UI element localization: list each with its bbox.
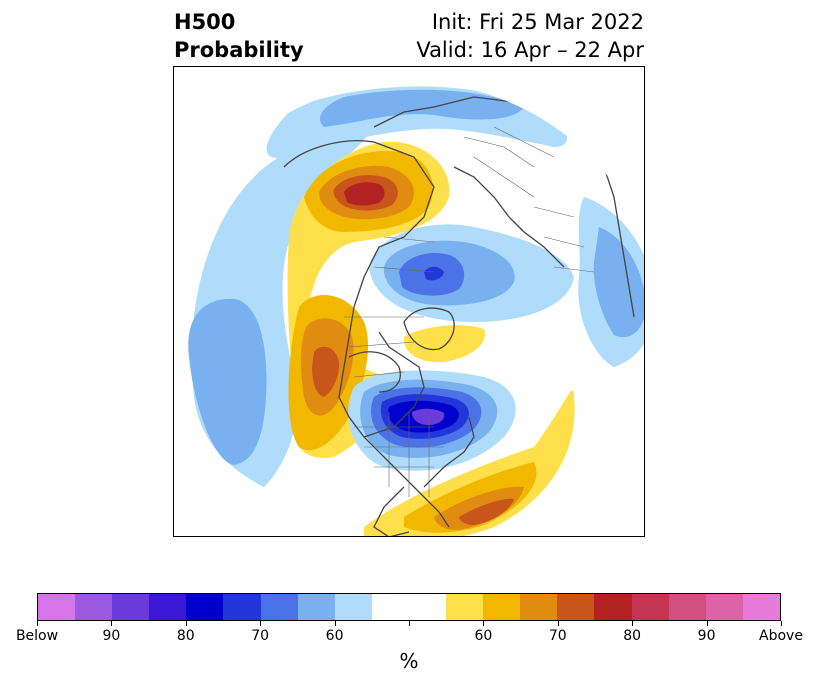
colorbar-tick-label: 80 — [176, 628, 195, 644]
colorbar-tick-label: 80 — [623, 628, 642, 644]
map-title: H500 Probability — [174, 8, 304, 64]
colorbar — [37, 593, 781, 621]
colorbar-tick-label: 60 — [325, 628, 344, 644]
colorbar-tick-label: 90 — [102, 628, 121, 644]
colorbar-tick-label: Below — [15, 628, 59, 644]
colorbar-tick-label: Above — [759, 628, 803, 644]
colorbar-segment — [297, 594, 335, 620]
colorbar-segment — [149, 594, 187, 620]
colorbar-tick-mark — [37, 621, 38, 626]
colorbar-tick-mark — [632, 621, 634, 626]
colorbar-tick-label: 70 — [251, 628, 270, 644]
colorbar-tick-mark — [260, 621, 262, 626]
colorbar-segment — [371, 594, 409, 620]
colorbar-segment — [408, 594, 447, 620]
borders-canada — [344, 236, 435, 378]
borders-eurasia — [463, 126, 595, 273]
anomaly-ridge-atlantic — [364, 390, 575, 536]
colorbar-tick-mark — [706, 621, 708, 626]
colorbar-segment — [260, 594, 298, 620]
colorbar-center-tick — [409, 621, 410, 626]
coastline-north-america — [283, 140, 450, 528]
colorbar-tick-label: 60 — [474, 628, 493, 644]
map-dates: Init: Fri 25 Mar 2022 Valid: 16 Apr – 22… — [416, 8, 644, 64]
colorbar-segment — [186, 594, 224, 620]
colorbar-tick-mark — [483, 621, 485, 626]
anomaly-trough-purple — [412, 408, 445, 425]
anomaly-blue-west-mid — [188, 298, 267, 465]
coastline-mexico — [373, 486, 410, 536]
probability-map — [173, 66, 645, 537]
anomaly-ridge-hudson — [403, 325, 485, 363]
colorbar-segment — [742, 594, 780, 620]
anomaly-ridge-atlantic-rust — [459, 498, 514, 525]
colorbar-segment — [631, 594, 669, 620]
colorbar-unit-label: % — [399, 649, 419, 673]
colorbar-tick-mark — [334, 621, 336, 626]
colorbar-tick-mark — [185, 621, 187, 626]
colorbar-segment — [223, 594, 261, 620]
colorbar-tick-mark — [557, 621, 559, 626]
colorbar-segment — [705, 594, 743, 620]
colorbar-segment — [334, 594, 372, 620]
colorbar-segment — [483, 594, 521, 620]
coastline-greenland — [403, 307, 455, 351]
anomaly-ridge-pnw-rust — [312, 346, 340, 397]
colorbar-segment — [557, 594, 595, 620]
init-date: Init: Fri 25 Mar 2022 — [431, 10, 644, 34]
colorbar-tick-label: 90 — [697, 628, 716, 644]
coastline-hudson — [348, 351, 401, 393]
title-line-probability: Probability — [174, 38, 304, 62]
coastline-us-east — [423, 416, 475, 488]
title-line-h500: H500 — [174, 10, 236, 34]
valid-range: Valid: 16 Apr – 22 Apr — [416, 38, 644, 62]
colorbar-tick-mark — [111, 621, 113, 626]
colorbar-tick-label: 70 — [548, 628, 567, 644]
colorbar-segment — [75, 594, 113, 620]
anomaly-blue-eurasia-dark — [424, 266, 444, 281]
map-canvas — [188, 86, 644, 536]
colorbar-segment — [520, 594, 558, 620]
anomaly-ridge-west-red — [344, 182, 385, 206]
colorbar-segment — [112, 594, 150, 620]
colorbar-segment — [446, 594, 484, 620]
colorbar-tick-mark — [781, 621, 782, 626]
borders-us-states — [354, 412, 444, 497]
colorbar-segment — [38, 594, 76, 620]
colorbar-segment — [594, 594, 632, 620]
colorbar-segment — [668, 594, 706, 620]
